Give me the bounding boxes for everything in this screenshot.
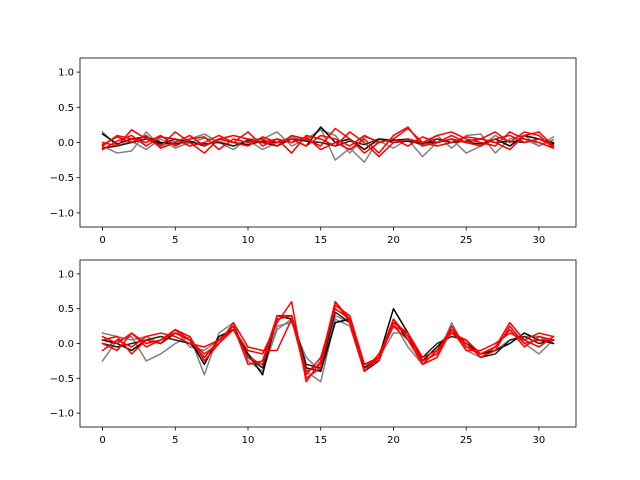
x-tick-label: 10: [242, 235, 255, 246]
x-tick-label: 10: [242, 435, 255, 446]
x-tick-label: 30: [533, 235, 546, 246]
x-tick-label: 20: [387, 235, 400, 246]
y-tick-label: 0.0: [58, 138, 74, 149]
y-tick-label: −1.0: [50, 208, 74, 219]
series-line-0: [101, 318, 555, 383]
y-tick-label: 1.0: [58, 68, 74, 79]
subplot-bottom: 0 5 10 15 20 25 30 −1.0 −0.5 0.0 0.5 1.0: [50, 259, 577, 446]
series-line-7: [101, 134, 555, 151]
x-tick-label: 30: [533, 435, 546, 446]
y-tick-label: 0.0: [58, 339, 74, 350]
series-line-5: [101, 126, 555, 154]
x-tick-label: 25: [460, 235, 473, 246]
x-tick-label: 15: [314, 435, 327, 446]
series-line-7: [101, 301, 555, 380]
y-tick-label: 1.0: [58, 269, 74, 280]
x-tick-label: 5: [172, 235, 178, 246]
x-tick-label: 25: [460, 435, 473, 446]
x-tick-label: 0: [99, 235, 105, 246]
y-tick-label: 0.5: [58, 304, 74, 315]
y-tick-label: 0.5: [58, 103, 74, 114]
y-tick-label: −1.0: [50, 409, 74, 420]
subplot-top: 0 5 10 15 20 25 30 −1.0 −0.5 0.0 0.5 1.0: [50, 57, 577, 246]
y-tick-label: −0.5: [50, 173, 74, 184]
x-tick-label: 0: [99, 435, 105, 446]
y-tick-label: −0.5: [50, 374, 74, 385]
x-tick-label: 20: [387, 435, 400, 446]
series-line-6: [101, 131, 555, 158]
x-tick-label: 15: [314, 235, 327, 246]
x-tick-label: 5: [172, 435, 178, 446]
series-line-2: [101, 126, 555, 151]
